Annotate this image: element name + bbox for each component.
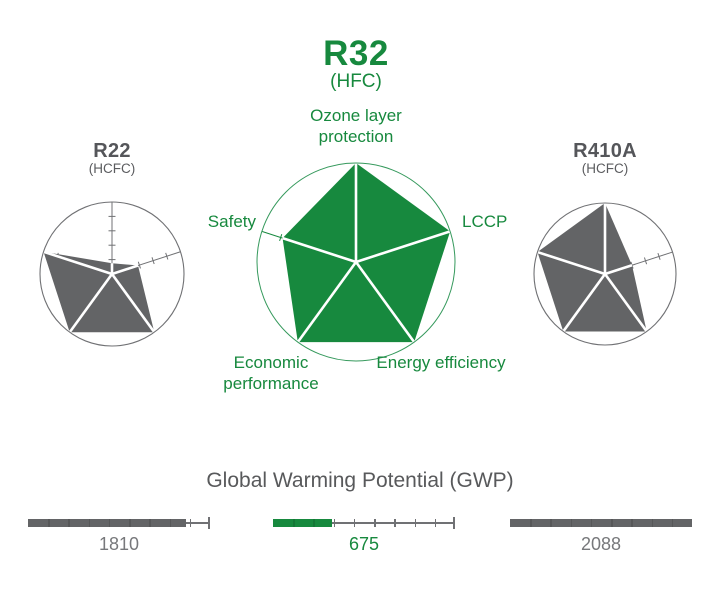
radar-area	[282, 163, 451, 343]
radar-spokes	[43, 250, 156, 334]
gwp-ruler-tick	[189, 519, 192, 527]
gwp-ruler-tick	[434, 519, 437, 527]
gwp-bar	[273, 519, 332, 527]
gwp-ruler-endcap	[207, 517, 210, 529]
gwp-scale-r410a	[510, 514, 692, 532]
gwp-bar	[510, 519, 692, 527]
gwp-ruler-tick	[394, 519, 396, 527]
gwp-bar-segment-mark	[550, 519, 552, 527]
gwp-bar-segment-mark	[169, 519, 172, 527]
radar-ring	[39, 201, 185, 347]
gwp-heading: Global Warming Potential (GWP)	[206, 469, 514, 492]
radar-spokes	[282, 163, 451, 343]
radar-chart-r410a	[533, 202, 677, 346]
radar-area	[537, 203, 647, 332]
gwp-bar-segment-mark	[651, 519, 654, 527]
gwp-ruler-tick	[353, 519, 356, 527]
gwp-scale-r32	[273, 514, 455, 532]
gwp-track	[273, 522, 455, 524]
gwp-bar	[28, 519, 186, 527]
r410a-subtitle: (HCFC)	[581, 161, 629, 176]
gwp-bar-segment-mark	[590, 519, 593, 527]
gwp-ruler-tick	[414, 519, 417, 527]
gwp-bar-segment-mark	[108, 519, 111, 527]
gwp-ruler-endcap	[452, 517, 455, 529]
radar-ring	[533, 202, 677, 346]
gwp-bar-segment-mark	[48, 519, 50, 527]
r32-title: R32	[323, 34, 389, 73]
gwp-bar-segment-mark	[68, 519, 70, 527]
gwp-bar-segment-mark	[313, 519, 315, 527]
gwp-bar-segment-mark	[611, 519, 613, 527]
gwp-value-r32: 675	[348, 534, 380, 554]
axis-label-safety: Safety	[207, 212, 256, 231]
gwp-scale-r22	[28, 514, 210, 532]
r22-subtitle: (HCFC)	[88, 161, 136, 176]
axis-label-economic-performance: Economic performance	[223, 353, 319, 393]
gwp-bar-segment-mark	[149, 519, 151, 527]
radar-ring	[256, 162, 456, 362]
radar-spokes	[537, 203, 648, 333]
gwp-value-r22: 1810	[98, 534, 140, 554]
gwp-ruler-tick	[374, 519, 376, 527]
gwp-value-r410a: 2088	[580, 534, 622, 554]
r22-title: R22	[93, 140, 131, 162]
gwp-ruler-tick	[333, 519, 336, 527]
r32-subtitle: (HFC)	[330, 71, 382, 92]
gwp-bar-segment-mark	[88, 519, 91, 527]
gwp-bar-segment-mark	[293, 519, 295, 527]
gwp-bar-segment-mark	[671, 519, 674, 527]
axis-label-ozone-layer-protection: Ozone layer protection	[310, 106, 402, 146]
gwp-bar-segment-mark	[129, 519, 131, 527]
axis-label-lccp: LCCP	[462, 212, 508, 231]
gwp-bar-segment-mark	[631, 519, 633, 527]
gwp-bar-segment-mark	[570, 519, 573, 527]
gwp-bar-segment-mark	[530, 519, 532, 527]
axis-label-energy-efficiency: Energy efficiency	[376, 353, 506, 372]
r410a-title: R410A	[573, 140, 637, 162]
radar-chart-r32	[256, 162, 456, 362]
radar-chart-r22	[39, 201, 185, 347]
